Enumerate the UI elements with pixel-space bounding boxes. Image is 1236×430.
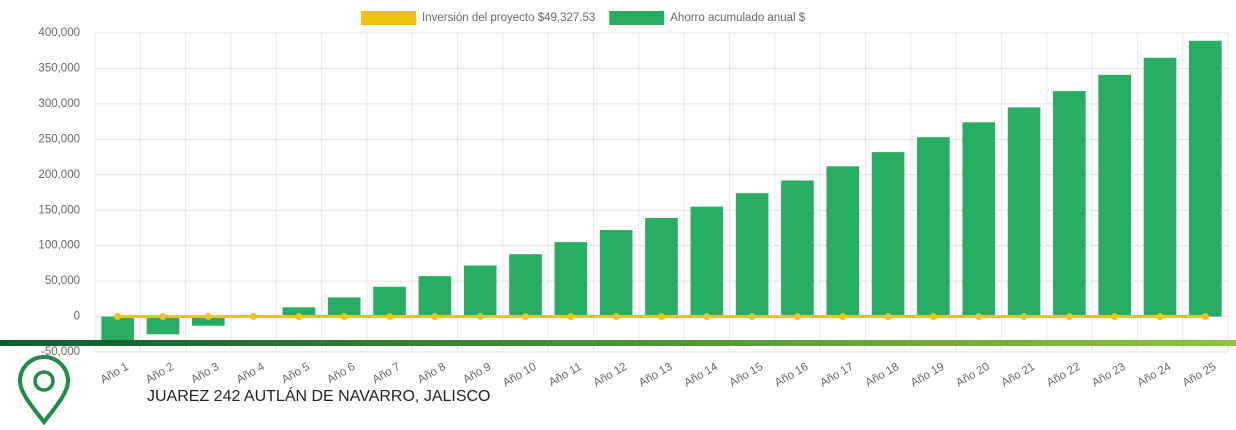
line-point <box>250 313 258 321</box>
line-point <box>884 313 892 321</box>
line-point <box>204 313 212 321</box>
bar <box>418 276 452 317</box>
x-tick-label: Año 12 <box>592 361 630 390</box>
line-point <box>114 313 122 321</box>
x-tick-label: Año 3 <box>189 361 221 386</box>
line-point <box>159 313 167 321</box>
bar <box>1098 74 1132 317</box>
line-point <box>386 313 394 321</box>
bar <box>463 265 497 317</box>
bar <box>282 307 316 317</box>
bar <box>599 230 633 317</box>
bar <box>554 242 588 317</box>
y-tick-label: 150,000 <box>38 204 80 216</box>
bar <box>917 137 950 317</box>
bar <box>871 152 905 317</box>
line-point <box>703 313 711 321</box>
line-point <box>295 313 303 321</box>
x-tick-label: Año 5 <box>280 361 312 386</box>
line-point <box>929 313 937 321</box>
line-point <box>522 313 530 321</box>
x-tick-label: Año 8 <box>416 361 448 386</box>
bar <box>826 166 860 317</box>
x-tick-label: Año 21 <box>1000 361 1038 390</box>
line-point <box>340 313 348 321</box>
line-point <box>1065 313 1073 321</box>
x-tick-label: Año 24 <box>1135 361 1173 390</box>
bar <box>509 254 542 317</box>
x-tick-label: Año 10 <box>501 361 539 390</box>
x-tick-label: Año 4 <box>235 361 268 387</box>
bar <box>781 180 814 317</box>
x-tick-label: Año 13 <box>637 361 675 390</box>
y-tick-label: -50,000 <box>41 346 80 358</box>
bar <box>146 316 180 335</box>
address: JUAREZ 242 AUTLÁN DE NAVARRO, JALISCO <box>147 386 491 405</box>
line-point <box>431 313 439 321</box>
y-tick-label: 300,000 <box>38 98 80 110</box>
x-tick-label: Año 7 <box>371 361 403 386</box>
line-point <box>1020 313 1028 321</box>
line-point <box>748 313 756 321</box>
legend-label: Inversión del proyecto $49,327.53 <box>422 12 595 24</box>
x-tick-label: Año 16 <box>773 361 811 390</box>
location-pin <box>17 355 71 426</box>
bar <box>1189 40 1222 317</box>
bar <box>1143 57 1177 317</box>
y-tick-label: 250,000 <box>38 133 80 145</box>
x-tick-label: Año 18 <box>864 361 902 390</box>
divider-band <box>0 340 1236 346</box>
line-point <box>1156 313 1164 321</box>
legend-swatch <box>361 11 416 25</box>
bar <box>191 316 225 326</box>
y-tick-label: 350,000 <box>38 62 80 74</box>
legend-swatch <box>609 11 665 25</box>
x-tick-label: Año 17 <box>818 361 856 390</box>
line-point <box>612 313 620 321</box>
y-tick-label: 0 <box>74 311 80 323</box>
bar <box>1007 107 1041 317</box>
y-tick-label: 50,000 <box>45 275 80 287</box>
bar <box>101 316 134 343</box>
line-point <box>1111 313 1119 321</box>
bar <box>373 286 406 317</box>
bar <box>690 206 724 317</box>
x-tick-label: Año 14 <box>682 361 720 390</box>
x-tick-label: Año 22 <box>1045 361 1083 390</box>
x-tick-label: Año 1 <box>99 361 131 386</box>
bar <box>1053 91 1086 317</box>
x-tick-label: Año 25 <box>1181 361 1219 390</box>
x-tick-label: Año 19 <box>909 361 947 390</box>
y-tick-label: 200,000 <box>38 169 80 181</box>
y-tick-label: 400,000 <box>38 27 80 39</box>
y-tick-label: 100,000 <box>38 240 80 252</box>
line-point <box>476 313 484 321</box>
x-tick-label: Año 23 <box>1090 361 1128 390</box>
line-point <box>839 313 847 321</box>
x-tick-label: Año 20 <box>954 361 992 390</box>
bar <box>735 193 769 317</box>
legend-label: Ahorro acumulado anual $ <box>670 12 805 24</box>
bar <box>645 218 678 317</box>
line-point <box>1201 313 1209 321</box>
line-point <box>975 313 983 321</box>
x-tick-label: Año 2 <box>144 361 176 386</box>
line-point <box>793 313 801 321</box>
bar <box>327 297 361 317</box>
line-point <box>567 313 575 321</box>
x-tick-label: Año 9 <box>461 361 493 386</box>
line-point <box>658 313 665 321</box>
x-tick-label: Año 6 <box>325 361 357 386</box>
x-tick-label: Año 11 <box>547 361 584 389</box>
bar <box>962 122 996 317</box>
x-tick-label: Año 15 <box>728 361 766 390</box>
